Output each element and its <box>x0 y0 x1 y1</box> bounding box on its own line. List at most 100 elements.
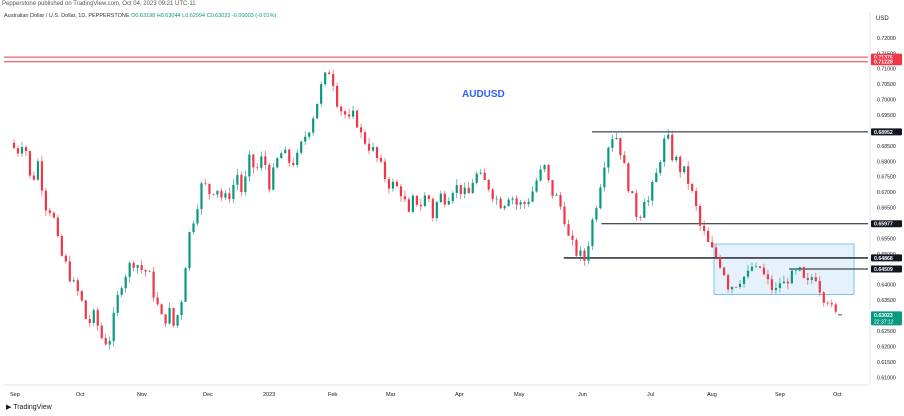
candle-body <box>204 183 207 184</box>
symbol-name: Australian Dollar / U.S. Dollar, 1D, PEP… <box>4 13 130 19</box>
y-tick-label: 0.62500 <box>877 329 896 335</box>
candle-body <box>762 267 766 275</box>
candle-body <box>156 297 159 305</box>
candle-body <box>216 190 219 195</box>
candle-body <box>108 341 111 345</box>
x-tick-label: Feb <box>328 392 337 398</box>
candle-body <box>491 189 494 200</box>
x-tick-label: Apr <box>455 392 464 398</box>
candle-body <box>639 216 642 218</box>
candle-body <box>411 195 415 212</box>
candle-body <box>24 147 28 152</box>
candle-body <box>44 190 48 211</box>
candle-body <box>435 202 438 219</box>
y-tick-label: 0.65500 <box>877 236 896 242</box>
candle-body <box>136 265 139 268</box>
candle-body <box>172 307 175 326</box>
candle-body <box>551 180 554 196</box>
candle-body <box>782 281 786 284</box>
candle-body <box>579 250 582 256</box>
candle-body <box>351 110 355 117</box>
candle-body <box>88 319 91 323</box>
candle-body <box>268 164 271 190</box>
y-tick-label: 0.63500 <box>877 298 896 304</box>
candle-body <box>164 314 167 324</box>
candle-body <box>519 202 522 205</box>
price-label-box <box>871 58 902 66</box>
candle-body <box>527 201 530 205</box>
y-tick-label: 0.68000 <box>877 159 896 165</box>
candle-body <box>455 185 458 193</box>
candle-body <box>176 315 179 326</box>
y-tick-label: 0.71000 <box>877 67 896 73</box>
candle-body <box>559 194 562 207</box>
candle-body <box>607 147 610 168</box>
x-tick-label: Sep <box>10 392 20 398</box>
candle-body <box>503 206 506 209</box>
candle-body <box>395 181 399 187</box>
price-label: 0.64868 <box>874 256 893 262</box>
candle-body <box>738 283 742 288</box>
candle-body <box>375 147 379 159</box>
candle-body <box>28 151 32 176</box>
candle-body <box>499 198 502 209</box>
candle-body <box>459 185 462 194</box>
candle-body <box>36 161 40 180</box>
candle-body <box>52 212 55 218</box>
candle-body <box>427 195 430 199</box>
y-tick-label: 0.62000 <box>877 344 896 350</box>
candle-body <box>786 281 789 284</box>
x-tick-label: Aug <box>707 392 717 398</box>
candle-body <box>407 199 411 212</box>
candle-body <box>575 239 578 256</box>
candle-body <box>124 276 127 289</box>
candle-body <box>244 176 247 193</box>
candle-body <box>619 138 622 156</box>
candle-body <box>288 149 291 163</box>
candle-body <box>60 236 63 256</box>
x-tick-label: 2023 <box>263 392 275 398</box>
candle-body <box>104 338 107 345</box>
candle-body <box>547 164 550 181</box>
candle-body <box>794 270 797 272</box>
candle-body <box>483 172 486 180</box>
candle-body <box>232 184 235 199</box>
candle-body <box>591 219 594 247</box>
y-tick-label: 0.67500 <box>877 175 896 181</box>
brand-text: TradingView <box>13 404 52 411</box>
candle-body <box>296 152 299 166</box>
candle-body <box>391 181 395 189</box>
candle-body <box>443 193 446 205</box>
candle-body <box>316 103 319 119</box>
candle-body <box>774 288 778 290</box>
candle-body <box>822 292 825 303</box>
candle-body <box>312 118 315 133</box>
candle-body <box>84 300 87 320</box>
candle-body <box>718 257 722 268</box>
candle-body <box>663 138 666 163</box>
price-label-box <box>871 311 902 326</box>
y-tick-label: 0.61000 <box>877 375 896 381</box>
candle-body <box>778 283 782 289</box>
candle-body <box>387 179 391 189</box>
candle-body <box>463 187 466 194</box>
candle-body <box>802 267 805 278</box>
candle-body <box>467 187 470 194</box>
y-tick-label: 0.67000 <box>877 190 896 196</box>
candle-body <box>363 132 367 144</box>
price-label-countdown: 22:37:12 <box>874 319 894 325</box>
candle-body <box>790 270 793 284</box>
candle-body <box>304 136 307 142</box>
candle-body <box>423 195 426 207</box>
candle-body <box>507 199 510 207</box>
candle-body <box>260 156 263 168</box>
candle-body <box>100 325 103 339</box>
candle-body <box>144 270 147 272</box>
candle-body <box>328 72 331 75</box>
candle-body <box>806 277 809 280</box>
y-tick-label: 0.72000 <box>877 36 896 42</box>
candle-body <box>631 191 634 194</box>
price-label-box <box>871 220 902 228</box>
candle-body <box>359 127 363 133</box>
